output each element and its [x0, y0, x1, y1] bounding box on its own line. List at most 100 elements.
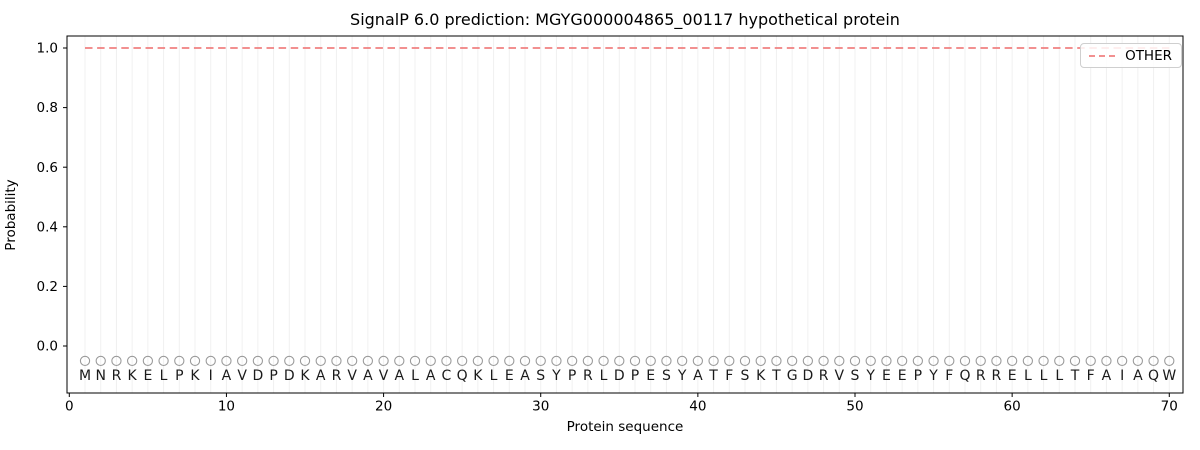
residue-letter: P: [631, 368, 639, 384]
residue-letter: R: [332, 368, 342, 384]
residue-letter: A: [395, 368, 405, 384]
residue-marker: [111, 355, 122, 367]
residue-marker: [629, 355, 641, 367]
x-tick-label: 10: [218, 399, 235, 415]
residue-marker: [755, 355, 766, 367]
residue-letter: Y: [551, 368, 561, 384]
residue-letter: A: [1133, 368, 1143, 384]
residue-letter: A: [1102, 368, 1112, 384]
residue-marker: [1054, 355, 1065, 367]
residue-letter: R: [976, 368, 986, 384]
residue-letter: E: [505, 368, 514, 384]
residue-marker: [928, 355, 939, 367]
y-tick-label: 0.6: [37, 160, 58, 176]
residue-marker: [535, 355, 546, 367]
residue-letter: K: [473, 368, 483, 384]
residue-marker: [1069, 355, 1081, 367]
residue-letter: T: [771, 368, 781, 384]
y-tick-label: 0.2: [37, 279, 58, 295]
x-tick-label: 40: [689, 399, 706, 415]
x-tick-label: 70: [1161, 399, 1178, 415]
residue-marker: [1148, 355, 1159, 367]
residue-marker: [1085, 355, 1096, 367]
residue-marker: [724, 355, 735, 367]
residue-marker: [975, 355, 986, 367]
residue-marker: [456, 355, 468, 367]
residue-letter: Y: [928, 368, 938, 384]
residue-marker: [786, 355, 798, 367]
residue-marker: [174, 355, 185, 367]
residue-marker: [142, 355, 154, 367]
residue-marker: [221, 355, 232, 367]
residue-marker: [95, 355, 106, 367]
residue-letter: F: [945, 368, 953, 384]
y-tick-label: 0.0: [37, 339, 58, 355]
residue-marker: [582, 355, 594, 367]
residue-letter: L: [160, 368, 168, 384]
residue-letter: L: [600, 368, 608, 384]
residue-letter: L: [411, 368, 419, 384]
residue-letter: D: [252, 368, 263, 384]
x-tick-label: 60: [1004, 399, 1021, 415]
residue-marker: [551, 355, 562, 367]
residue-marker: [991, 355, 1002, 367]
residue-marker: [362, 355, 374, 367]
residue-marker: [299, 355, 311, 367]
residue-marker: [158, 355, 169, 367]
residue-letter: K: [128, 368, 138, 384]
residue-marker: [645, 355, 656, 367]
residue-letter: P: [914, 368, 922, 384]
residue-letter: A: [520, 368, 530, 384]
residue-marker: [865, 355, 876, 367]
residue-letter: Q: [959, 368, 970, 384]
y-tick-label: 0.8: [37, 100, 58, 116]
residue-marker: [802, 355, 814, 367]
residue-marker: [331, 355, 342, 367]
residue-marker: [566, 355, 578, 367]
residue-letter: Q: [457, 368, 468, 384]
residue-marker: [1101, 355, 1112, 367]
residue-marker: [268, 355, 279, 367]
residue-marker: [425, 355, 436, 367]
residue-marker: [692, 355, 704, 367]
residue-marker: [912, 355, 924, 367]
legend-box: OTHER: [1080, 43, 1182, 68]
legend-dashed-line-icon: [1089, 54, 1118, 57]
residue-letter: R: [819, 368, 829, 384]
residue-marker: [441, 355, 452, 367]
residue-marker: [896, 355, 908, 367]
residue-letter: R: [583, 368, 593, 384]
residue-letter: L: [1040, 368, 1048, 384]
residue-marker: [519, 355, 531, 367]
residue-marker: [237, 355, 248, 367]
residue-letter: Y: [865, 368, 875, 384]
residue-marker: [127, 355, 138, 367]
x-tick-label: 20: [375, 399, 392, 415]
residue-letter: S: [662, 368, 671, 384]
residue-letter: S: [741, 368, 750, 384]
residue-marker: [409, 355, 421, 367]
residue-letter: A: [316, 368, 326, 384]
residue-letter: L: [1024, 368, 1032, 384]
residue-letter: E: [882, 368, 891, 384]
residue-letter: P: [175, 368, 183, 384]
residue-letter: M: [79, 368, 91, 384]
residue-letter: A: [222, 368, 232, 384]
residue-letter: N: [95, 368, 105, 384]
residue-letter: D: [802, 368, 813, 384]
x-axis-title: Protein sequence: [566, 419, 684, 435]
residue-marker: [315, 355, 326, 367]
residue-marker: [1132, 355, 1144, 367]
residue-marker: [944, 355, 955, 367]
residue-marker: [189, 355, 201, 367]
residue-letter: F: [725, 368, 733, 384]
residue-letter: G: [787, 368, 798, 384]
residue-marker: [818, 355, 829, 367]
residue-marker: [598, 355, 609, 367]
residue-letter: E: [898, 368, 907, 384]
residue-letter: T: [1070, 368, 1080, 384]
residue-letter: T: [708, 368, 718, 384]
chart-title: SignalP 6.0 prediction: MGYG000004865_00…: [350, 10, 900, 29]
residue-marker: [1038, 355, 1049, 367]
